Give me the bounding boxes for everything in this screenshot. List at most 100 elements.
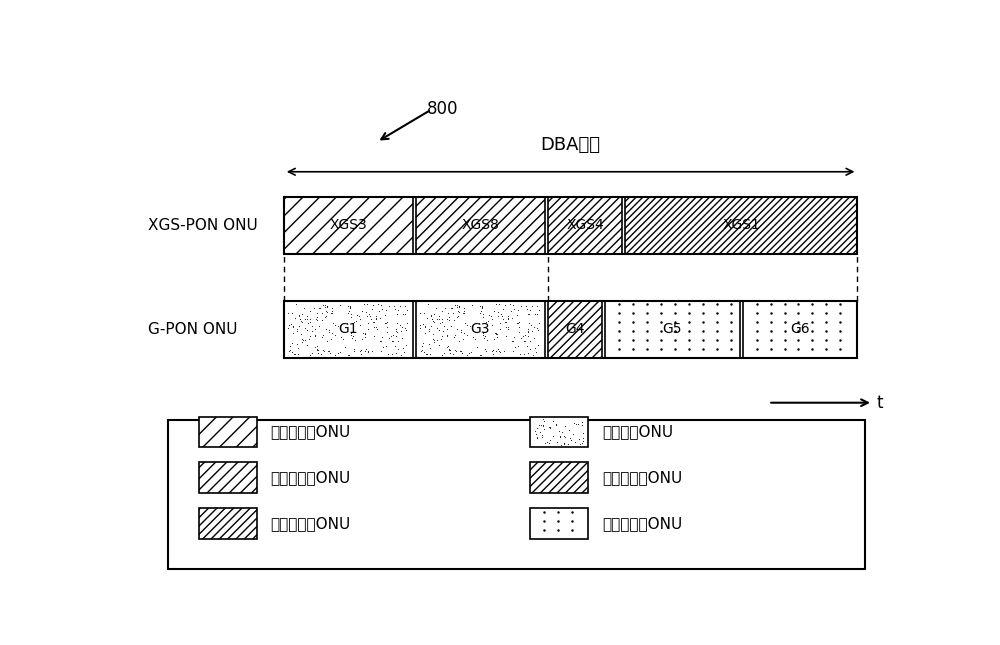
Text: 中等敏感的ONU: 中等敏感的ONU xyxy=(602,470,683,485)
Point xyxy=(425,333,441,344)
Point xyxy=(556,438,572,448)
Point xyxy=(314,315,330,325)
Point xyxy=(421,323,437,333)
Point xyxy=(351,311,367,321)
Point xyxy=(352,321,368,331)
Point xyxy=(507,341,523,352)
Point xyxy=(522,305,538,315)
Point xyxy=(492,346,508,357)
Point xyxy=(319,301,335,312)
Point xyxy=(422,348,438,359)
Point xyxy=(472,301,488,311)
Point xyxy=(424,314,440,324)
Point xyxy=(539,437,555,447)
Point xyxy=(449,302,465,312)
Point xyxy=(320,346,336,357)
Text: G4: G4 xyxy=(565,322,585,337)
Point xyxy=(485,349,501,359)
Point xyxy=(510,341,526,352)
Point xyxy=(517,335,533,346)
Point xyxy=(294,337,310,348)
Point xyxy=(284,346,300,357)
Point xyxy=(389,318,405,328)
Point xyxy=(304,321,320,332)
Point xyxy=(368,314,384,324)
Point xyxy=(333,332,349,342)
Point xyxy=(375,341,391,352)
Point xyxy=(481,310,497,320)
Point xyxy=(519,341,535,352)
Point xyxy=(399,318,415,328)
Point xyxy=(372,335,388,346)
Point xyxy=(372,313,388,323)
Point xyxy=(513,301,529,311)
Point xyxy=(330,321,346,331)
Text: G1: G1 xyxy=(339,322,358,337)
Point xyxy=(373,336,389,346)
Point xyxy=(545,416,561,426)
Point xyxy=(425,328,441,339)
Text: 干扰最小的ONU: 干扰最小的ONU xyxy=(271,424,351,439)
Point xyxy=(340,301,356,311)
Point xyxy=(465,332,481,342)
Point xyxy=(317,302,333,312)
Point xyxy=(368,322,384,332)
Point xyxy=(390,305,406,315)
Point xyxy=(440,308,456,318)
Point xyxy=(431,313,447,324)
Point xyxy=(519,304,535,314)
Point xyxy=(518,301,534,311)
Point xyxy=(534,432,550,442)
Point xyxy=(380,348,396,359)
Bar xyxy=(168,420,865,569)
Point xyxy=(360,324,376,334)
Point xyxy=(447,345,463,355)
Point xyxy=(441,315,457,326)
Point xyxy=(280,322,296,333)
Bar xyxy=(530,508,588,539)
Point xyxy=(319,301,335,312)
Point xyxy=(527,343,543,353)
Point xyxy=(503,306,519,316)
Point xyxy=(512,348,528,359)
Point xyxy=(321,326,337,337)
Point xyxy=(553,440,569,450)
Point xyxy=(453,324,469,335)
Point xyxy=(440,341,456,352)
Text: G6: G6 xyxy=(790,322,810,337)
Point xyxy=(366,331,382,341)
Point xyxy=(341,306,357,317)
Point xyxy=(441,312,457,322)
Point xyxy=(574,421,590,431)
Point xyxy=(297,335,313,345)
Point xyxy=(282,341,298,352)
Point xyxy=(343,330,359,341)
Point xyxy=(385,330,401,340)
Point xyxy=(368,312,384,322)
Point xyxy=(384,349,400,359)
Point xyxy=(381,301,397,311)
Point xyxy=(563,435,579,445)
Point xyxy=(374,332,390,342)
Point xyxy=(548,420,564,430)
Point xyxy=(327,350,343,360)
Point xyxy=(471,317,487,328)
Point xyxy=(366,322,382,332)
Point xyxy=(451,301,467,312)
Point xyxy=(356,299,372,309)
Point xyxy=(302,317,318,328)
Point xyxy=(317,312,333,322)
Point xyxy=(424,314,440,324)
Point xyxy=(415,337,431,348)
Point xyxy=(289,323,305,333)
Point xyxy=(387,304,403,314)
Point xyxy=(545,430,561,441)
Point xyxy=(520,331,536,341)
Point xyxy=(456,306,472,316)
Text: G-PON ONU: G-PON ONU xyxy=(148,322,238,337)
Point xyxy=(464,321,480,332)
Point xyxy=(310,345,326,355)
Point xyxy=(451,301,467,312)
Point xyxy=(285,322,301,332)
Point xyxy=(345,331,361,341)
